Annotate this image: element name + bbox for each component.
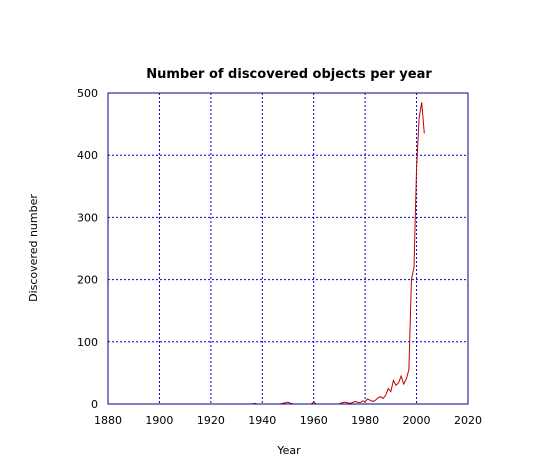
series-layer — [249, 102, 425, 405]
x-tick-label: 1880 — [94, 414, 122, 427]
x-tick-labels: 1880 1900 1920 1940 1960 1980 2000 2020 — [94, 414, 482, 427]
y-tick-label: 0 — [91, 398, 98, 411]
plot-frame — [107, 92, 469, 405]
y-tick-label: 100 — [77, 336, 98, 349]
y-tick-label: 200 — [77, 274, 98, 287]
x-tick-label: 2020 — [454, 414, 482, 427]
x-tick-label: 2000 — [403, 414, 431, 427]
grid-lines — [108, 93, 468, 404]
x-axis-label: Year — [276, 444, 301, 457]
y-tick-label: 300 — [77, 211, 98, 224]
x-tick-label: 1960 — [300, 414, 328, 427]
y-tick-labels: 0 100 200 300 400 500 — [77, 87, 98, 411]
y-tick-label: 400 — [77, 149, 98, 162]
x-tick-label: 1940 — [248, 414, 276, 427]
y-axis-label: Discovered number — [27, 194, 40, 302]
x-tick-label: 1900 — [145, 414, 173, 427]
x-tick-label: 1920 — [197, 414, 225, 427]
y-tick-label: 500 — [77, 87, 98, 100]
x-tick-label: 1980 — [351, 414, 379, 427]
series-line — [249, 102, 425, 405]
chart-title: Number of discovered objects per year — [146, 67, 432, 82]
